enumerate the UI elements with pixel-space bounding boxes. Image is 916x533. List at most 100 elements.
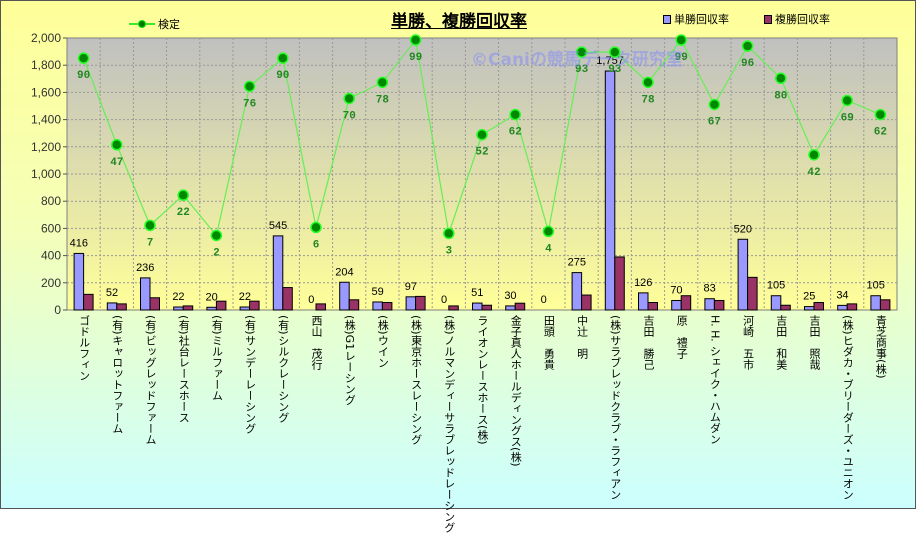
bar-tansho: [206, 306, 217, 311]
legend-item-fukusho: 複勝回収率: [764, 11, 830, 27]
category-label: (株)ノルマンディーサラブレッドレーシング: [442, 315, 456, 533]
bar-label: 30: [504, 290, 516, 302]
legend-label: 単勝回収率: [674, 13, 729, 26]
category-label: 吉田 勝己: [642, 315, 655, 370]
bar-label: 22: [172, 291, 184, 303]
bar-tansho: [837, 304, 848, 311]
line-point-label: 62: [509, 127, 522, 139]
line-point-label: 4: [545, 243, 552, 255]
bar-label: 105: [866, 280, 884, 292]
bar-tansho: [671, 299, 682, 311]
legend-item-line: 検定: [129, 16, 180, 32]
category-label: 原 禮子: [675, 315, 689, 359]
bar-fukusho: [249, 300, 260, 311]
line-point: [144, 219, 156, 232]
line-point-label: 76: [243, 98, 256, 110]
category-label: (株)サラブレッドクラブ・ラフィアン: [608, 315, 622, 500]
bar-label: 275: [568, 257, 586, 269]
category-label: H. H. シェイク・ハムダン: [708, 315, 722, 445]
line-point-label: 96: [741, 58, 754, 70]
bar-fukusho: [813, 302, 824, 311]
bar-fukusho: [381, 302, 393, 311]
bar-tansho: [704, 298, 715, 311]
category-label: 河崎 五市: [741, 315, 755, 370]
bar-label: 0: [308, 294, 314, 306]
bar-label: 70: [670, 284, 682, 296]
bar-fukusho: [348, 299, 360, 311]
line-point-label: 93: [575, 64, 589, 76]
y-tick-label: 0: [54, 303, 61, 317]
bar-fukusho: [481, 304, 492, 311]
category-label: ライオンレースホース(株): [476, 315, 489, 445]
category-label: 吉田 和美: [774, 315, 788, 370]
line-point-label: 7: [147, 237, 154, 249]
category-label: (有)ミルファーム: [210, 315, 224, 401]
bar-fukusho: [846, 303, 858, 311]
bar-fukusho: [149, 297, 160, 311]
y-tick-label: 1,000: [31, 167, 61, 181]
legend-label: 検定: [158, 18, 180, 31]
line-point: [575, 46, 588, 58]
bar-tansho: [73, 252, 85, 311]
line-point-label: 3: [445, 245, 452, 257]
line-point-label: 93: [608, 64, 622, 76]
category-label: (株)ウイン: [376, 315, 390, 368]
bar-label: 520: [734, 223, 752, 235]
legend-swatch-icon: [663, 14, 671, 24]
bar-label: 83: [704, 283, 716, 295]
bar-tansho: [372, 301, 383, 311]
bar-tansho: [737, 238, 749, 311]
bar-tansho: [870, 295, 881, 311]
line-point-label: 42: [807, 167, 820, 179]
bar-label: 25: [803, 291, 815, 303]
bar-label: 20: [206, 291, 218, 303]
bar-fukusho: [713, 299, 725, 311]
category-label: 吉田 照哉: [808, 315, 821, 370]
bar-tansho: [272, 235, 284, 311]
line-point-label: 90: [77, 70, 90, 82]
bar-label: 126: [634, 277, 652, 289]
bar-fukusho: [182, 305, 194, 311]
bar-fukusho: [614, 256, 625, 311]
line-point: [277, 52, 289, 64]
line-point: [642, 76, 654, 89]
y-tick-label: 1,200: [31, 140, 61, 154]
bar-label: 59: [372, 286, 384, 298]
bar-label: 22: [239, 291, 251, 303]
bar-fukusho: [879, 299, 891, 311]
bar-label: 34: [836, 289, 848, 301]
line-point-label: 99: [409, 52, 422, 64]
line-point: [376, 76, 389, 89]
line-point: [509, 108, 521, 121]
line-point-label: 78: [641, 94, 655, 106]
line-point: [409, 34, 422, 46]
line-point: [343, 92, 355, 105]
line-point-label: 67: [708, 116, 721, 128]
bar-tansho: [339, 281, 350, 311]
line-point: [177, 189, 189, 201]
y-tick-label: 200: [41, 276, 61, 290]
y-tick-label: 2,000: [31, 31, 61, 45]
line-point: [443, 227, 455, 240]
category-label: 田頭 勇貴: [542, 315, 556, 370]
legend-item-tansho: 単勝回収率: [663, 11, 729, 27]
y-tick-label: 400: [41, 249, 61, 263]
y-tick-label: 800: [41, 194, 61, 208]
bar-label: 97: [405, 281, 417, 293]
line-point: [808, 149, 820, 161]
line-point: [542, 225, 555, 238]
bar-fukusho: [448, 305, 459, 311]
line-point-label: 22: [177, 207, 190, 219]
line-point-label: 70: [343, 110, 356, 122]
bar-tansho: [571, 272, 583, 311]
line-point: [243, 80, 256, 93]
line-point: [111, 139, 123, 151]
category-label: (有)ビッグレッドファーム: [144, 315, 157, 445]
bar-label: 545: [269, 220, 287, 232]
bar-fukusho: [282, 287, 293, 311]
category-label: 西山 茂行: [310, 315, 323, 370]
line-point: [741, 40, 754, 52]
bar-label: 416: [70, 237, 88, 249]
bar-tansho: [604, 70, 616, 311]
